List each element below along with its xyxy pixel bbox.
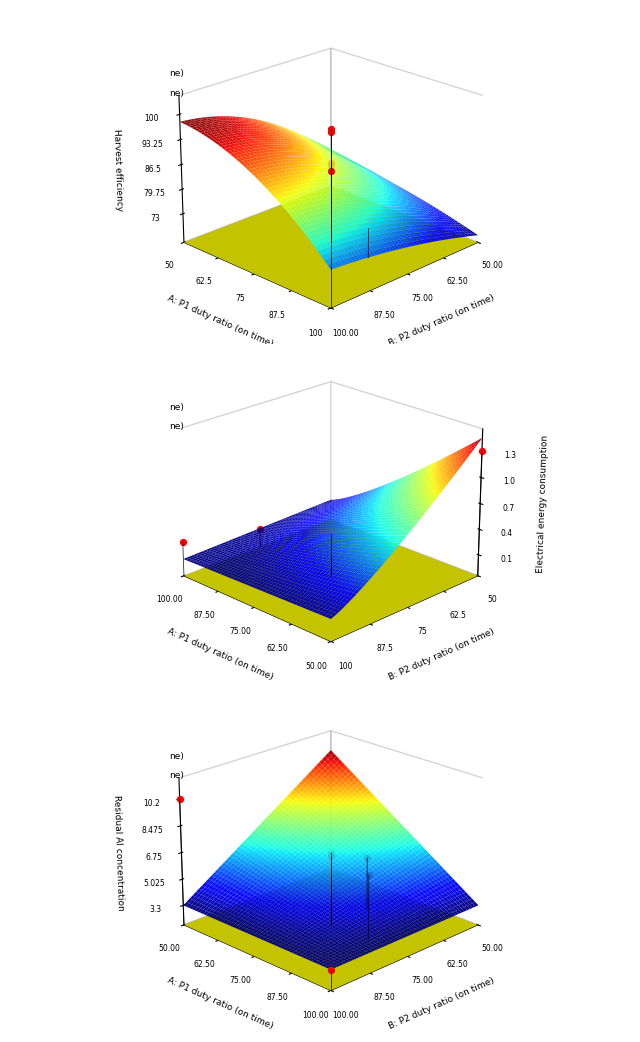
Text: ne): ne) — [169, 771, 184, 780]
X-axis label: B: P2 duty ratio (on time): B: P2 duty ratio (on time) — [388, 294, 496, 348]
Text: ne): ne) — [169, 89, 184, 98]
Text: ne): ne) — [169, 751, 184, 761]
Y-axis label: B: P2 duty ratio (on time): B: P2 duty ratio (on time) — [388, 627, 496, 681]
Text: ne): ne) — [169, 402, 184, 412]
X-axis label: A: P1 duty ratio (on time): A: P1 duty ratio (on time) — [166, 627, 274, 681]
Y-axis label: A: P1 duty ratio (on time): A: P1 duty ratio (on time) — [166, 976, 274, 1031]
Y-axis label: A: P1 duty ratio (on time): A: P1 duty ratio (on time) — [166, 294, 274, 348]
Text: ne): ne) — [169, 422, 184, 431]
Text: ne): ne) — [169, 69, 184, 78]
X-axis label: B: P2 duty ratio (on time): B: P2 duty ratio (on time) — [388, 976, 496, 1031]
